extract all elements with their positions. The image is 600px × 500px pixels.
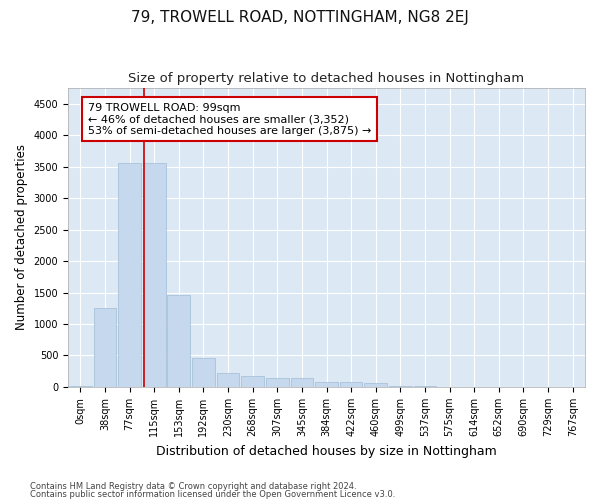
Bar: [118, 163, 141, 387]
Text: 79, TROWELL ROAD, NOTTINGHAM, NG8 2EJ: 79, TROWELL ROAD, NOTTINGHAM, NG8 2EJ: [131, 10, 469, 25]
X-axis label: Distribution of detached houses by size in Nottingham: Distribution of detached houses by size …: [156, 444, 497, 458]
Bar: [192, 358, 215, 387]
Bar: [290, 378, 313, 387]
Bar: [364, 383, 387, 387]
Bar: [389, 386, 412, 387]
Text: Contains public sector information licensed under the Open Government Licence v3: Contains public sector information licen…: [30, 490, 395, 499]
Title: Size of property relative to detached houses in Nottingham: Size of property relative to detached ho…: [128, 72, 524, 86]
Bar: [143, 163, 166, 387]
Bar: [340, 382, 362, 387]
Bar: [241, 376, 264, 387]
Bar: [413, 386, 436, 387]
Bar: [167, 295, 190, 387]
Bar: [69, 386, 92, 387]
Bar: [217, 373, 239, 387]
Text: 79 TROWELL ROAD: 99sqm
← 46% of detached houses are smaller (3,352)
53% of semi-: 79 TROWELL ROAD: 99sqm ← 46% of detached…: [88, 102, 371, 136]
Bar: [266, 378, 289, 387]
Bar: [315, 382, 338, 387]
Bar: [94, 308, 116, 387]
Text: Contains HM Land Registry data © Crown copyright and database right 2024.: Contains HM Land Registry data © Crown c…: [30, 482, 356, 491]
Y-axis label: Number of detached properties: Number of detached properties: [15, 144, 28, 330]
